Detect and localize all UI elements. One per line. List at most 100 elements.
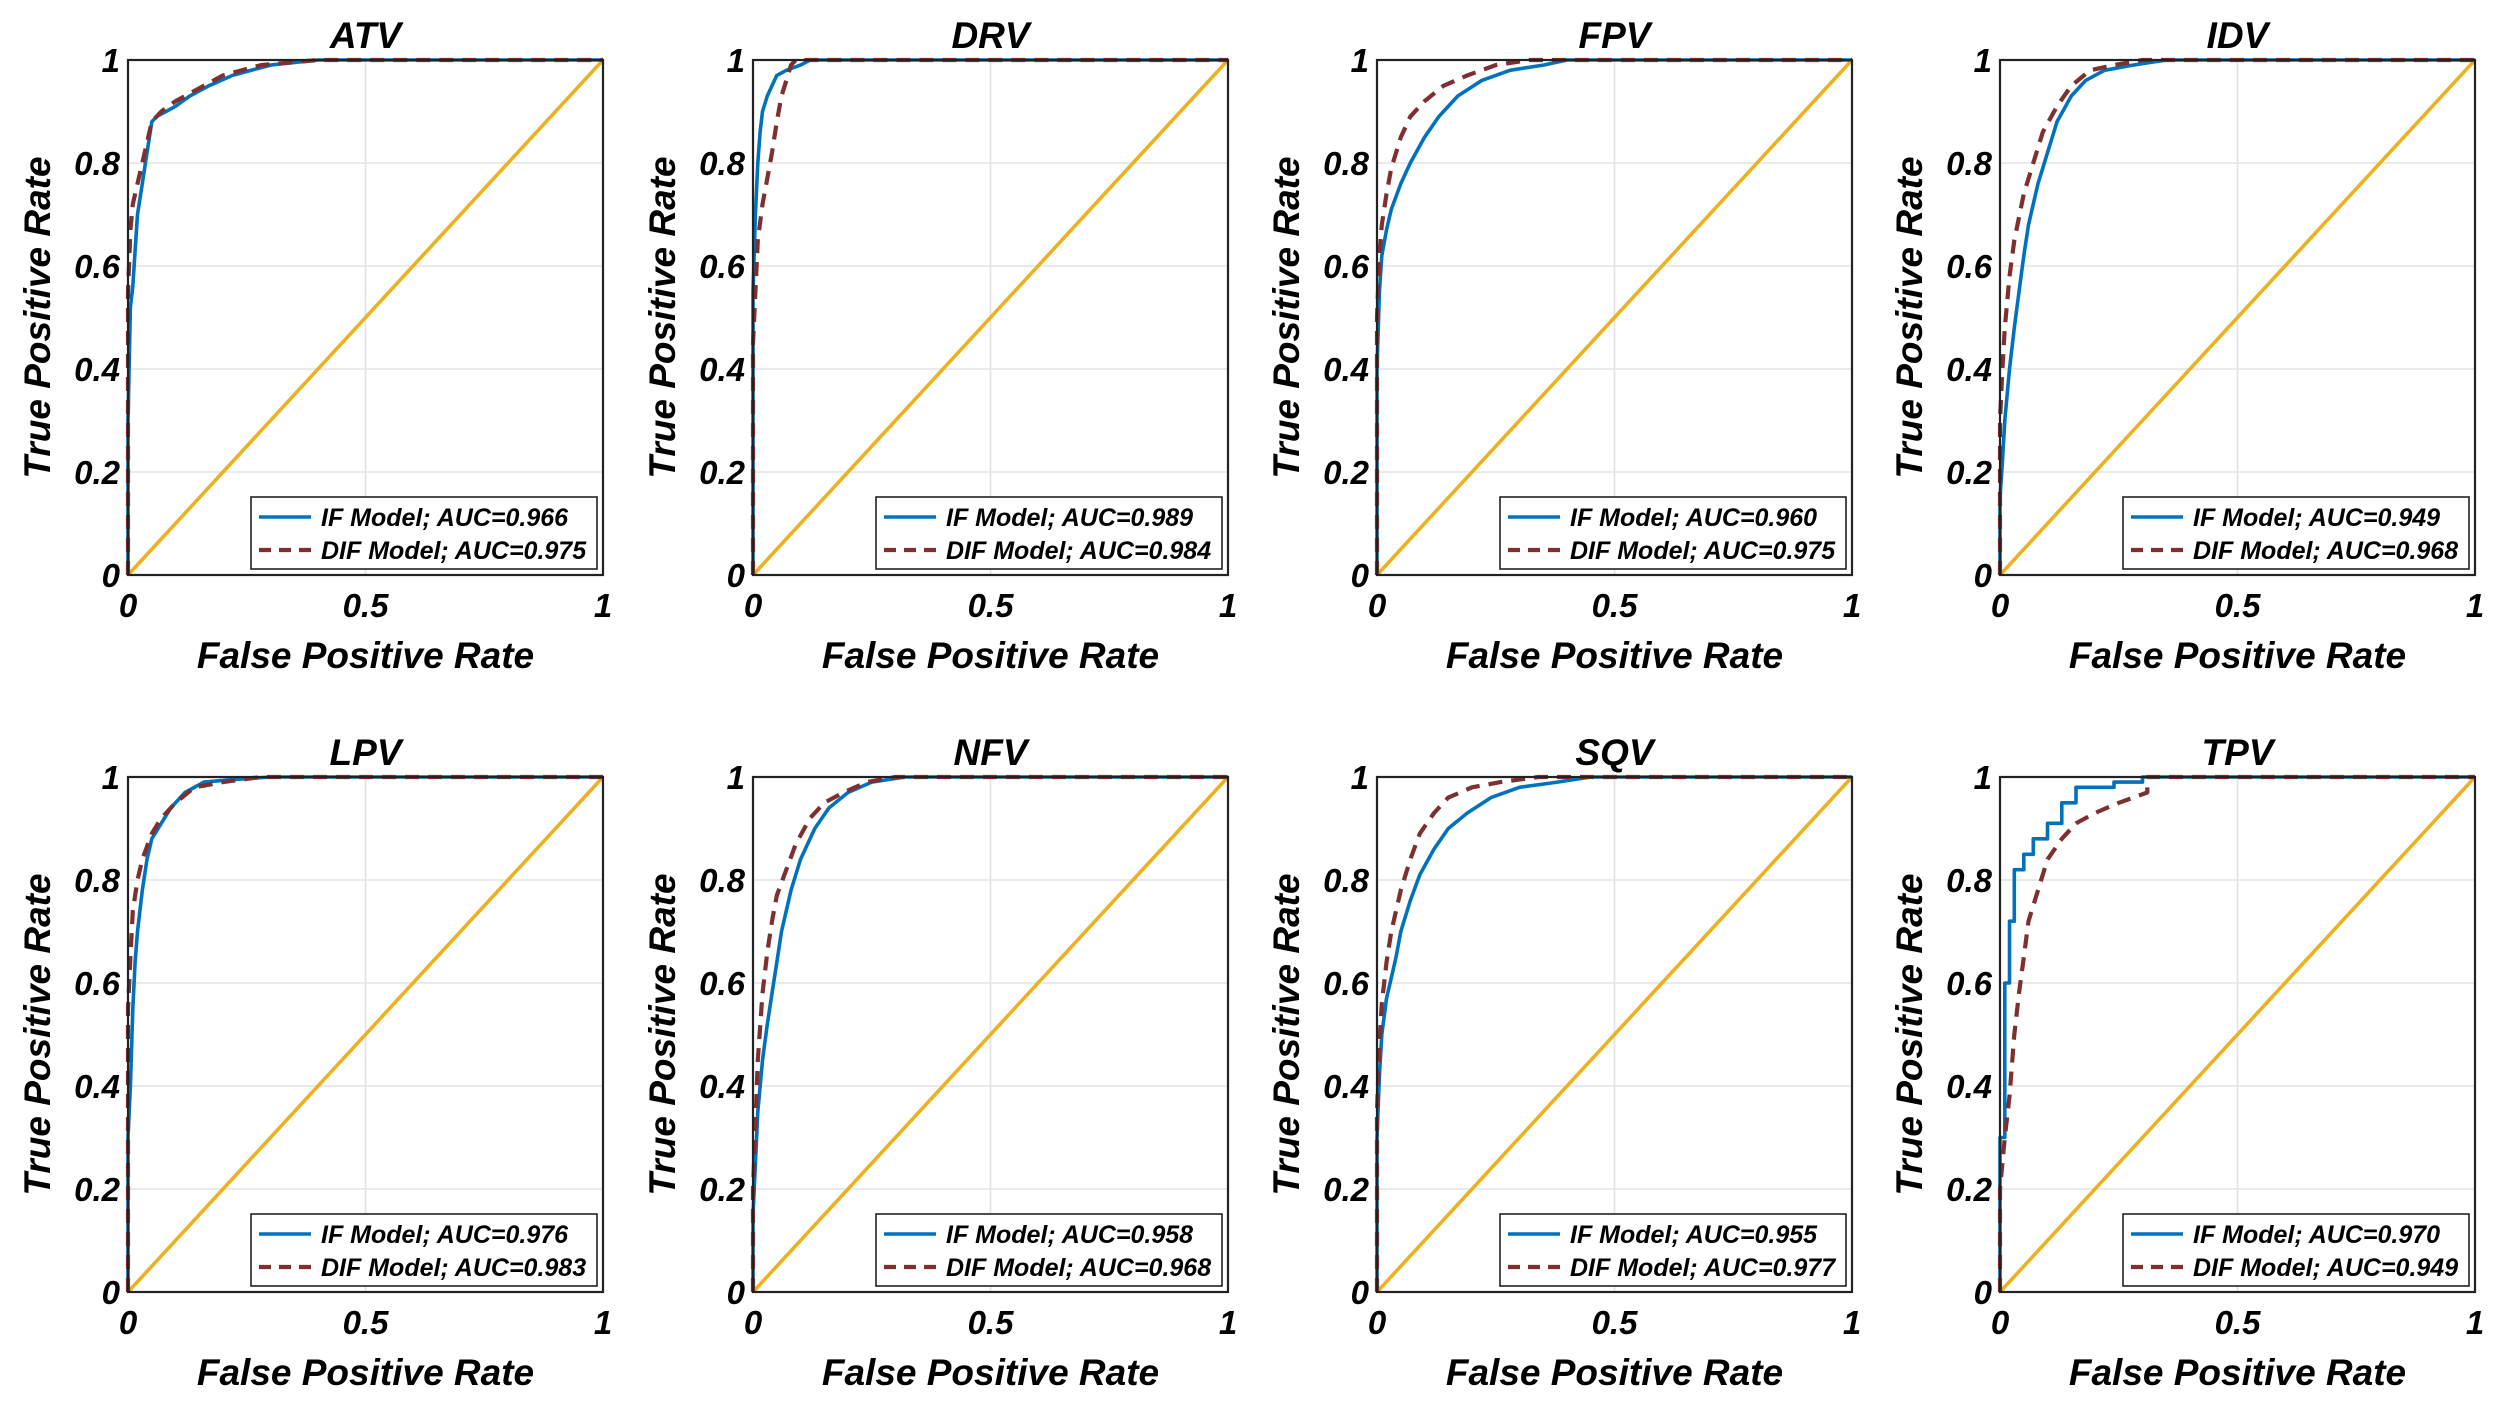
y-axis-label: True Positive Rate (1266, 156, 1307, 478)
x-tick-label: 1 (594, 1304, 612, 1341)
legend-label-dif-model: DIF Model; AUC=0.975 (321, 537, 587, 565)
y-tick-label: 1 (1974, 42, 1992, 79)
chart-panel-drv: DRV 0 0.5 1 0 0.2 0.4 0.6 0.8 1 False Positive Rat… (642, 15, 1237, 676)
y-tick-label: 0.2 (74, 454, 121, 491)
y-tick-label: 0.4 (74, 351, 120, 388)
chance-diagonal-line (1998, 58, 2477, 577)
series-line-if-model (126, 775, 603, 1292)
x-tick-label: 0.5 (343, 587, 390, 624)
y-tick-label: 0.4 (699, 351, 745, 388)
chance-diagonal-line (751, 58, 1230, 577)
x-tick-label: 1 (1843, 587, 1861, 624)
y-tick-label: 0 (102, 1274, 121, 1311)
x-tick-label: 0.5 (1592, 587, 1639, 624)
chance-diagonal-line (126, 775, 605, 1294)
y-axis-label: True Positive Rate (1889, 873, 1930, 1195)
legend-box (250, 1213, 598, 1287)
plot-frame (751, 58, 1230, 577)
y-axis-label: True Positive Rate (17, 873, 58, 1195)
chart-title: ATV (329, 15, 405, 56)
chart-title: FPV (1579, 15, 1654, 56)
legend-label-dif-model: DIF Model; AUC=0.949 (2193, 1254, 2458, 1282)
y-tick-label: 0.2 (74, 1171, 121, 1208)
x-tick-label: 0 (119, 587, 138, 624)
y-tick-label: 0.6 (1946, 248, 1993, 285)
legend-box (875, 1213, 1223, 1287)
series-line-dif-model (125, 57, 603, 575)
y-tick-label: 0 (1974, 1274, 1993, 1311)
y-tick-label: 0.2 (699, 454, 746, 491)
y-tick-label: 0.2 (1946, 1171, 1993, 1208)
legend-box (1499, 1213, 1847, 1287)
x-tick-label: 1 (1219, 1304, 1237, 1341)
x-tick-label: 0 (1991, 587, 2010, 624)
chart-panel-fpv: FPV 0 0.5 1 0 0.2 0.4 0.6 0.8 1 False Positive Rat… (1266, 15, 1861, 676)
legend-box (2122, 496, 2470, 570)
plot-frame (1375, 58, 1854, 577)
x-tick-label: 0 (1368, 1304, 1387, 1341)
chart-panel-lpv: LPV 0 0.5 1 0 0.2 0.4 0.6 0.8 1 False Positive Rat… (17, 732, 612, 1393)
series-line-if-model (1998, 58, 2475, 575)
y-tick-label: 0.4 (1323, 351, 1369, 388)
x-axis-label: False Positive Rate (822, 1352, 1159, 1393)
x-tick-label: 1 (1219, 587, 1237, 624)
y-tick-label: 0 (727, 1274, 746, 1311)
x-axis-label: False Positive Rate (1446, 1352, 1783, 1393)
legend: IF Model; AUC=0.970 DIF Model; AUC=0.949 (2122, 1213, 2470, 1287)
y-tick-label: 0.6 (74, 248, 121, 285)
y-tick-label: 0.4 (1946, 1068, 1992, 1105)
series-line-dif-model (1374, 774, 1852, 1292)
chart-panel-nfv: NFV 0 0.5 1 0 0.2 0.4 0.6 0.8 1 False Positive Rat… (642, 732, 1237, 1393)
y-axis-label: True Positive Rate (1266, 873, 1307, 1195)
legend-label-dif-model: DIF Model; AUC=0.968 (2193, 537, 2458, 565)
y-tick-label: 0.6 (1323, 248, 1370, 285)
x-tick-label: 1 (2466, 587, 2484, 624)
y-tick-label: 0.4 (74, 1068, 120, 1105)
plot-frame (751, 775, 1230, 1294)
x-tick-label: 1 (1843, 1304, 1861, 1341)
chance-diagonal-line (1375, 58, 1854, 577)
y-tick-label: 0 (1974, 557, 1993, 594)
x-tick-label: 0 (119, 1304, 138, 1341)
series-line-if-model (1375, 775, 1852, 1292)
legend-box (2122, 1213, 2470, 1287)
legend: IF Model; AUC=0.976 DIF Model; AUC=0.983 (250, 1213, 598, 1287)
plot-frame (126, 58, 605, 577)
chance-diagonal-line (1998, 775, 2477, 1294)
y-tick-label: 0 (727, 557, 746, 594)
y-tick-label: 0.6 (699, 248, 746, 285)
y-tick-label: 1 (727, 42, 745, 79)
plot-frame (1375, 775, 1854, 1294)
x-tick-label: 1 (2466, 1304, 2484, 1341)
y-tick-label: 0.2 (1946, 454, 1993, 491)
x-axis-label: False Positive Rate (197, 1352, 534, 1393)
chart-title: SQV (1575, 732, 1656, 773)
series-line-dif-model (1374, 57, 1852, 575)
y-axis-label: True Positive Rate (642, 156, 683, 478)
legend: IF Model; AUC=0.949 DIF Model; AUC=0.968 (2122, 496, 2470, 570)
chance-diagonal-line (1375, 775, 1854, 1294)
chart-title: NFV (954, 732, 1031, 773)
legend-box (1499, 496, 1847, 570)
y-tick-label: 1 (727, 759, 745, 796)
legend-label-if-model: IF Model; AUC=0.958 (946, 1221, 1193, 1249)
legend-label-dif-model: DIF Model; AUC=0.975 (1570, 537, 1836, 565)
y-tick-label: 0.2 (699, 1171, 746, 1208)
x-tick-label: 0 (1368, 587, 1387, 624)
legend-label-if-model: IF Model; AUC=0.949 (2193, 504, 2440, 532)
series-line-dif-model (1997, 774, 2475, 1292)
x-axis-label: False Positive Rate (197, 635, 534, 676)
x-tick-label: 0 (744, 587, 763, 624)
series-line-dif-model (750, 774, 1228, 1292)
chart-panel-sqv: SQV 0 0.5 1 0 0.2 0.4 0.6 0.8 1 False Positive Rat… (1266, 732, 1861, 1393)
series-line-dif-model (750, 57, 1228, 575)
x-axis-label: False Positive Rate (1446, 635, 1783, 676)
y-tick-label: 0.4 (1946, 351, 1992, 388)
y-tick-label: 0.2 (1323, 1171, 1370, 1208)
legend-label-dif-model: DIF Model; AUC=0.977 (1570, 1254, 1836, 1282)
y-tick-label: 0.8 (74, 862, 121, 899)
x-axis-label: False Positive Rate (822, 635, 1159, 676)
y-tick-label: 0.6 (74, 965, 121, 1002)
legend-label-dif-model: DIF Model; AUC=0.968 (946, 1254, 1211, 1282)
x-tick-label: 0.5 (343, 1304, 390, 1341)
